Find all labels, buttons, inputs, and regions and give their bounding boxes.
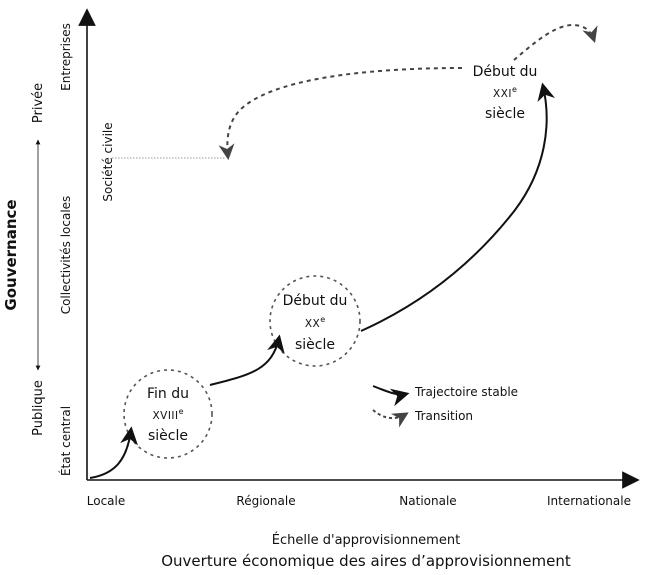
legend-transition-label: Transition (414, 409, 473, 423)
x-level-locale: Locale (87, 494, 125, 508)
node-18th-line1: Fin du (147, 386, 189, 402)
node-18th-century-numeral: XVIII (152, 410, 178, 422)
transition-to-international (513, 24, 598, 61)
legend-transition-symbol (372, 409, 409, 428)
transition-to-societe-civile (218, 67, 463, 161)
trajectory-18th-to-20th (209, 334, 285, 386)
range-label-privee: Privée (31, 83, 46, 123)
node-21st-century-numeral: XXI (493, 88, 512, 100)
legend-stable-label: Trajectoire stable (414, 385, 518, 399)
y-level-collectivites-locales: Collectivités locales (59, 196, 73, 315)
x-level-nationale: Nationale (399, 494, 456, 508)
y-level-etat-central: État central (58, 406, 73, 476)
node-20th-century-numeral: XX (305, 318, 320, 330)
node-circle-20th (269, 275, 361, 367)
node-18th-century-sup: e (179, 407, 184, 416)
node-18th-century: XVIIIe (152, 407, 183, 422)
range-label-publique: Publique (31, 380, 46, 436)
node-21st-century: XXIe (493, 85, 517, 100)
x-level-regionale: Régionale (236, 494, 295, 508)
node-circle-18th (123, 369, 213, 459)
y-axis-title: Gouvernance (2, 199, 20, 310)
x-axis-label: Échelle d'approvisionnement (272, 532, 460, 548)
trajectory-20th-to-21st (360, 82, 556, 332)
node-21st-century-sup: e (512, 85, 517, 94)
y-level-societe-civile: Société civile (101, 122, 115, 201)
node-20th-century: XXe (305, 315, 325, 330)
node-20th-line3: siècle (295, 337, 335, 353)
node-18th-line3: siècle (148, 428, 188, 444)
node-20th-century-sup: e (320, 315, 325, 324)
y-level-entreprises: Entreprises (59, 23, 73, 91)
node-21st-line3: siècle (485, 106, 525, 122)
trajectory-origin-to-18th (89, 426, 139, 479)
legend-stable-symbol (372, 385, 410, 407)
node-21st-line1: Début du (473, 64, 538, 80)
x-axis-title: Ouverture économique des aires d’approvi… (161, 552, 571, 570)
x-level-internationale: Internationale (547, 494, 631, 508)
node-20th-line1: Début du (283, 293, 348, 309)
